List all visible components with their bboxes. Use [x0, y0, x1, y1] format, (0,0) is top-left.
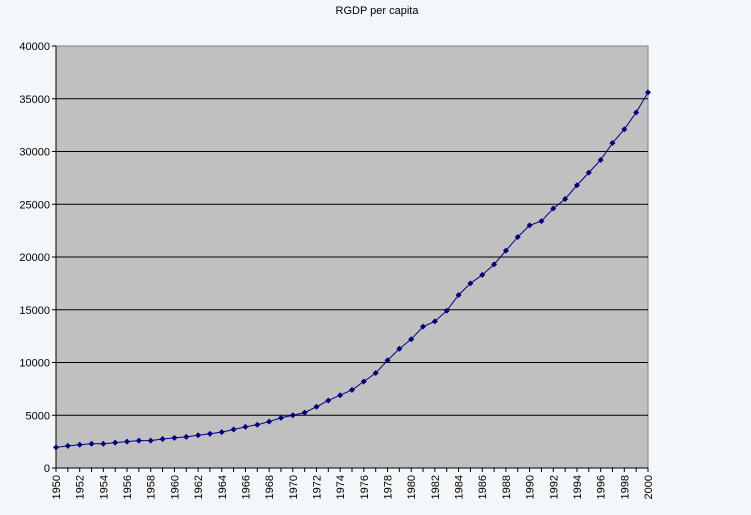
x-tick-label: 1964: [217, 475, 229, 499]
x-tick-label: 1982: [430, 475, 442, 499]
y-tick-label: 5000: [26, 410, 50, 422]
data-point: [313, 403, 320, 410]
data-point: [254, 421, 261, 428]
data-point: [337, 392, 344, 399]
data-point: [384, 357, 391, 364]
data-point: [455, 291, 462, 298]
series-layer: [53, 89, 651, 451]
data-point: [420, 323, 427, 330]
data-point: [195, 432, 202, 439]
y-tick-label: 25000: [19, 199, 50, 211]
data-point: [124, 438, 131, 445]
data-point: [573, 182, 580, 189]
data-point: [431, 318, 438, 325]
data-point: [100, 440, 107, 447]
data-point: [171, 434, 178, 441]
x-tick-label: 1992: [548, 475, 560, 499]
y-tick-label: 40000: [19, 41, 50, 53]
data-point: [479, 271, 486, 278]
data-point: [76, 441, 83, 448]
x-tick-label: 1996: [596, 475, 608, 499]
y-tick-label: 10000: [19, 358, 50, 370]
data-point: [550, 205, 557, 212]
data-point: [218, 429, 225, 436]
x-tick-label: 1972: [311, 475, 323, 499]
data-point: [621, 126, 628, 133]
data-point: [183, 433, 190, 440]
x-tick-label: 1956: [122, 475, 134, 499]
data-point: [443, 307, 450, 314]
data-point: [135, 437, 142, 444]
data-point: [349, 386, 355, 393]
x-tick-label: 1968: [264, 475, 276, 499]
data-point: [230, 426, 237, 433]
y-tick-label: 35000: [19, 94, 50, 106]
x-tick-label: 1952: [75, 475, 87, 499]
data-point: [147, 437, 154, 444]
data-point: [206, 430, 213, 437]
x-axis: 1950 1952 1954 1956 1958 1960 1962 1964 1966 1968…: [51, 467, 655, 499]
data-point: [159, 435, 166, 442]
x-tick-label: 1954: [98, 475, 110, 499]
data-point: [88, 440, 95, 447]
x-tick-label: 1986: [477, 475, 489, 499]
gridlines: [56, 98, 648, 416]
data-point: [301, 409, 308, 416]
x-tick-label: 1978: [383, 475, 395, 499]
x-tick-label: 1958: [146, 475, 158, 499]
data-point: [325, 397, 332, 404]
x-tick-label: 1966: [240, 475, 252, 499]
x-tick-label: 1962: [193, 475, 205, 499]
data-point: [360, 378, 367, 385]
y-axis: 0 5000 10000 15000 20000 25000 30000 35000 40000: [19, 41, 57, 475]
data-point: [562, 195, 569, 202]
data-point: [242, 423, 249, 430]
data-point: [289, 412, 296, 419]
x-tick-label: 1984: [454, 475, 466, 499]
data-point: [64, 442, 71, 449]
data-point: [372, 370, 379, 377]
y-tick-label: 0: [44, 463, 50, 475]
x-tick-label: 1998: [619, 475, 631, 499]
x-tick-label: 1960: [169, 475, 181, 499]
data-point: [396, 345, 403, 352]
data-point: [491, 261, 498, 268]
data-point: [585, 169, 592, 176]
data-point: [597, 156, 604, 163]
x-tick-label: 1970: [288, 475, 300, 499]
data-point: [408, 336, 415, 343]
data-point: [277, 414, 284, 421]
chart-title: RGDP per capita: [336, 5, 420, 17]
data-point: [53, 444, 59, 451]
y-tick-label: 15000: [19, 305, 50, 317]
x-tick-label: 1950: [51, 475, 63, 499]
data-point: [266, 418, 273, 425]
data-point: [467, 280, 474, 287]
data-point: [645, 89, 651, 96]
data-point: [538, 218, 545, 225]
y-tick-label: 30000: [19, 147, 50, 159]
data-point: [514, 233, 521, 240]
x-tick-label: 1980: [406, 475, 418, 499]
x-tick-label: 1976: [359, 475, 371, 499]
x-tick-label: 1994: [572, 475, 584, 499]
x-tick-label: 2000: [643, 475, 655, 499]
x-tick-label: 1988: [501, 475, 513, 499]
x-tick-label: 1990: [525, 475, 537, 499]
data-point: [112, 439, 119, 446]
x-tick-label: 1974: [335, 475, 347, 499]
y-tick-label: 20000: [19, 252, 50, 264]
data-point: [633, 109, 640, 116]
data-point: [609, 140, 616, 147]
data-point: [526, 222, 533, 229]
data-point: [502, 247, 509, 254]
